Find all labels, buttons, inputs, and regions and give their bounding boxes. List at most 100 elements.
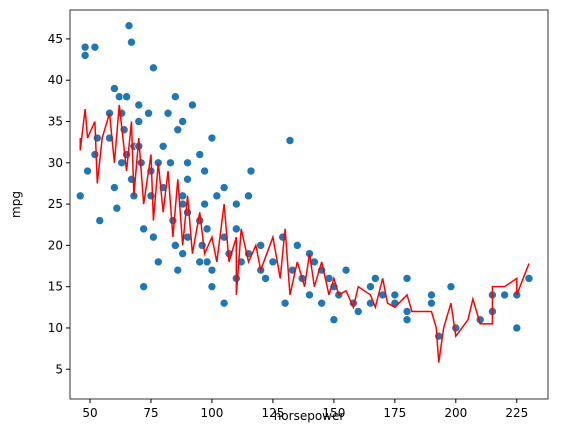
point [183,208,192,217]
point [90,150,100,159]
point [168,216,178,225]
point [261,274,270,283]
point [256,241,266,250]
x-tick-label: 200 [444,406,467,420]
y-tick-label: 5 [55,362,63,376]
point [371,274,380,283]
point [212,191,222,201]
point [280,298,290,308]
point [117,158,127,168]
point [402,274,412,283]
point [207,282,217,291]
point [202,224,212,234]
point [90,42,100,52]
point [139,282,148,291]
point [285,136,295,145]
point [451,323,461,333]
point [149,63,158,73]
point [134,100,144,110]
point [207,133,217,143]
y-tick-label: 20 [48,238,63,252]
point [268,257,278,267]
y-tick-label: 40 [48,73,63,87]
point [173,265,183,275]
point [317,298,326,308]
point [188,100,197,110]
x-tick-label: 175 [383,406,406,420]
point [127,175,136,184]
point [500,290,509,300]
x-tick-label: 150 [322,406,345,420]
point [200,199,209,209]
point [219,183,229,192]
x-tick-label: 225 [505,406,528,420]
point [202,257,212,267]
point [110,183,119,192]
point [124,21,134,30]
point [122,92,131,102]
point [195,257,205,267]
point [427,298,436,308]
point [93,133,102,143]
point [144,108,153,118]
point [427,290,436,300]
y-tick-label: 45 [48,32,63,46]
point [244,191,253,201]
point [83,166,92,176]
point [524,274,534,283]
point [171,241,180,250]
point [341,265,351,275]
point [183,175,192,184]
x-axis-label: horsepower [274,409,345,423]
point [207,265,217,275]
point [75,191,85,201]
point [166,158,175,168]
point [127,37,136,47]
point [366,282,375,291]
y-tick-label: 35 [48,114,63,128]
point [512,323,522,333]
point [353,307,363,316]
point [163,108,173,118]
point [95,216,105,225]
point [178,249,187,258]
y-tick-label: 30 [48,156,63,170]
x-tick-label: 125 [261,406,284,420]
point [402,315,412,325]
point [200,166,209,176]
point [80,42,90,52]
point [246,166,256,176]
point [146,191,156,201]
point [178,117,187,126]
point [402,307,412,316]
point [114,92,124,102]
point [232,224,241,234]
point [232,199,241,209]
y-tick-label: 25 [48,197,63,211]
point [390,290,400,300]
x-tick-label: 50 [82,406,97,420]
point [183,158,192,168]
point [153,257,163,267]
point [139,224,148,234]
point [134,117,144,126]
point [173,125,183,135]
y-tick-label: 10 [48,321,63,335]
x-tick-label: 100 [200,406,223,420]
y-axis-label: mpg [9,191,23,218]
point [305,290,314,300]
point [158,141,168,151]
point [292,241,302,250]
point [195,150,205,159]
line [79,104,530,363]
point [329,315,339,325]
point [446,282,456,291]
y-tick-label: 15 [48,280,63,294]
plot-frame [69,9,549,400]
x-tick-label: 75 [143,406,158,420]
point [219,298,229,308]
point [149,232,158,242]
point [112,203,122,213]
point [197,241,207,250]
